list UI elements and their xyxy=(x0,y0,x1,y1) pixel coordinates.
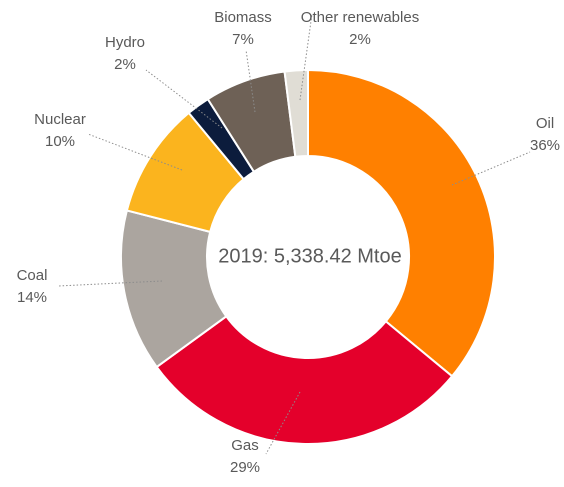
category-label: Biomass xyxy=(214,9,272,26)
category-label: Oil xyxy=(536,115,554,132)
donut-slice xyxy=(307,68,496,378)
center-label: 2019: 5,338.42 Mtoe xyxy=(218,245,401,267)
leader-line xyxy=(265,391,301,455)
category-label: Coal xyxy=(17,267,48,284)
value-label: 10% xyxy=(45,133,75,150)
category-label: Hydro xyxy=(105,34,145,51)
value-label: 14% xyxy=(17,289,47,306)
category-label: Nuclear xyxy=(34,111,86,128)
value-label: 2% xyxy=(349,31,371,48)
value-label: 2% xyxy=(114,56,136,73)
category-label: Gas xyxy=(231,437,259,454)
donut-slice xyxy=(155,314,454,445)
category-label: Other renewables xyxy=(301,9,419,26)
value-label: 36% xyxy=(530,137,560,154)
value-label: 29% xyxy=(230,459,260,476)
leader-line xyxy=(451,151,531,186)
donut-slice xyxy=(283,68,309,158)
leader-line xyxy=(87,133,183,171)
leader-line xyxy=(299,13,313,101)
value-label: 7% xyxy=(232,31,254,48)
